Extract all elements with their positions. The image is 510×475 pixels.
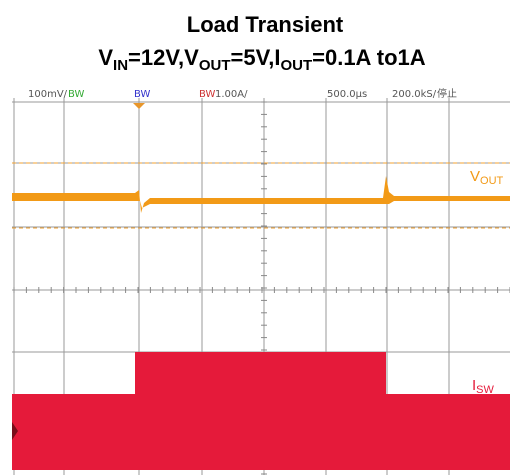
status-text: BW bbox=[199, 89, 216, 100]
subscript: OUT bbox=[199, 57, 231, 74]
subtitle-text: =12V,V bbox=[128, 45, 199, 70]
trace-sub: OUT bbox=[480, 175, 504, 187]
subtitle: VIN​=12V,VOUT​=5V,IOUT​=0.1A to1A bbox=[98, 45, 425, 74]
screenshot: Load Transient VIN​=12V,VOUT​=5V,IOUT​=0… bbox=[0, 0, 510, 475]
subtitle-text: V bbox=[98, 45, 113, 70]
status-text: 200.0kS/ bbox=[392, 89, 437, 100]
subtitle-text: =0.1A to1A bbox=[312, 45, 426, 70]
subscript: OUT bbox=[280, 57, 312, 74]
subtitle-text: =5V,I bbox=[230, 45, 280, 70]
status-text: BW bbox=[134, 89, 151, 100]
status-text: 500.0μs bbox=[327, 89, 367, 100]
page: Load Transient VIN​=12V,VOUT​=5V,IOUT​=0… bbox=[0, 0, 510, 475]
subscript: IN bbox=[113, 57, 128, 74]
title: Load Transient bbox=[187, 12, 344, 37]
status-text: 停止 bbox=[437, 87, 457, 100]
status-text: 1.00A/ bbox=[215, 89, 248, 100]
status-text: 100mV/ bbox=[28, 89, 68, 100]
status-text: BW bbox=[68, 89, 85, 100]
trace-name: V bbox=[470, 168, 480, 185]
trace-sub: SW bbox=[476, 384, 494, 396]
